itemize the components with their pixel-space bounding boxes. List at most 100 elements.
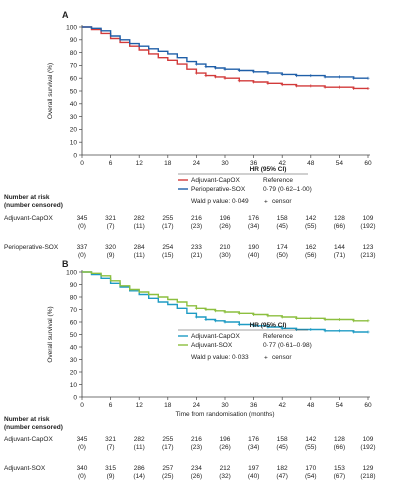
panel-b-risk-censored-cell: (0) bbox=[78, 444, 86, 451]
panel-b-series-2-censor-mark bbox=[237, 311, 241, 315]
panel-a-x-tick-label: 60 bbox=[364, 160, 372, 167]
panel-a-letter: A bbox=[62, 10, 69, 20]
panel-b-risk-at-risk-cell: 216 bbox=[191, 436, 202, 443]
panel-a-series-2-censor-mark bbox=[352, 76, 356, 80]
panel-b-risk-censored-cell: (55) bbox=[305, 444, 317, 451]
panel-a-risk-censored-cell: (192) bbox=[360, 223, 375, 230]
panel-a-series-1-censor-mark bbox=[252, 80, 256, 84]
panel-a-risk-censored-cell: (21) bbox=[191, 252, 203, 259]
panel-b-risk-censored-cell: (66) bbox=[334, 444, 346, 451]
panel-a-y-tick-label: 70 bbox=[70, 63, 78, 70]
panel-b-series-2-censor-mark bbox=[280, 315, 284, 319]
panel-a-y-tick-label: 90 bbox=[70, 37, 78, 44]
panel-b-y-tick-label: 20 bbox=[70, 369, 78, 376]
panel-a-risk-at-risk-cell: 233 bbox=[191, 244, 202, 251]
panel-a-risk-at-risk-cell: 142 bbox=[305, 215, 316, 222]
panel-a-risk-censored-cell: (45) bbox=[276, 223, 288, 230]
panel-b-x-tick-label: 18 bbox=[164, 402, 172, 409]
panel-a-series-2-censor-mark bbox=[194, 62, 198, 66]
panel-a-risk-censored-cell: (9) bbox=[107, 252, 115, 259]
panel-b-series-2-censor-mark bbox=[323, 318, 327, 321]
panel-a-series-2-censor-mark bbox=[366, 76, 370, 80]
panel-b-y-tick-label: 40 bbox=[70, 344, 78, 351]
panel-a-risk-at-risk-cell: 109 bbox=[363, 215, 374, 222]
panel-b-x-tick-label: 0 bbox=[80, 402, 84, 409]
panel-b-x-tick-label: 6 bbox=[109, 402, 113, 409]
panel-b-risk-at-risk-cell: 129 bbox=[363, 465, 374, 472]
panel-a-y-tick-label: 60 bbox=[70, 76, 78, 83]
panel-b-y-tick-label: 60 bbox=[70, 319, 78, 326]
panel-b-series-1-censor-mark bbox=[194, 315, 198, 319]
panel-b-risk-at-risk-cell: 255 bbox=[162, 436, 173, 443]
panel-a-series-1-censor-mark bbox=[366, 86, 370, 90]
panel-a-legend-wald: Wald p value: 0·049 bbox=[191, 198, 249, 205]
panel-a-series-1-censor-mark bbox=[213, 75, 217, 79]
panel-a-series-2-censor-mark bbox=[266, 71, 270, 75]
panel-b-x-tick-label: 24 bbox=[193, 402, 201, 409]
panel-a-series-2-censor-mark bbox=[237, 69, 241, 73]
panel-b-risk-at-risk-cell: 109 bbox=[363, 436, 374, 443]
panel-b-risk-at-risk-cell: 142 bbox=[305, 436, 316, 443]
panel-b-risk-censored-cell: (7) bbox=[107, 444, 115, 451]
panel-a-x-tick-label: 42 bbox=[279, 160, 287, 167]
panel-b-risk-censored-cell: (26) bbox=[191, 473, 203, 480]
panel-b-y-tick-label: 80 bbox=[70, 294, 78, 301]
panel-a-series-2-censor-mark bbox=[323, 75, 327, 79]
panel-a-series-1-censor-mark bbox=[280, 83, 284, 87]
panel-b-risk-at-risk-cell: 197 bbox=[248, 465, 259, 472]
panel-b-risk-at-risk-cell: 315 bbox=[105, 465, 116, 472]
panel-b-series-1-censor-mark bbox=[223, 320, 227, 324]
panel-b-series-1-censor-mark bbox=[366, 330, 370, 334]
panel-a-risk-at-risk-cell: 255 bbox=[162, 215, 173, 222]
panel-b-risk-at-risk-cell: 286 bbox=[134, 465, 145, 472]
panel-a-risk-censored-cell: (0) bbox=[78, 252, 86, 259]
panel-b-series-1-censor-mark bbox=[213, 319, 217, 323]
panel-b-risk-censored-cell: (192) bbox=[360, 444, 375, 451]
panel-a-x-tick-label: 30 bbox=[221, 160, 229, 167]
panel-b-risk-at-risk-cell: 212 bbox=[220, 465, 231, 472]
panel-a-risk-at-risk-cell: 284 bbox=[134, 244, 145, 251]
panel-a-risk-at-risk-cell: 158 bbox=[277, 215, 288, 222]
panel-a-series-1-censor-mark bbox=[223, 76, 227, 80]
panel-a-risk-at-risk-cell: 216 bbox=[191, 215, 202, 222]
panel-a-risk-at-risk-cell: 196 bbox=[220, 215, 231, 222]
panel-b-risk-censored-cell: (45) bbox=[276, 444, 288, 451]
panel-b-series-1-censor-mark bbox=[309, 328, 313, 331]
panel-b-y-tick-label: 30 bbox=[70, 357, 78, 364]
panel-a-series-2-censor-mark bbox=[295, 74, 298, 78]
panel-a-legend-hr-2: 0·79 (0·62–1·00) bbox=[263, 186, 312, 193]
panel-b-legend-hr-1: Reference bbox=[263, 333, 293, 340]
panel-a-y-tick-label: 10 bbox=[70, 140, 78, 147]
panel-b-risk-censored-cell: (11) bbox=[134, 444, 145, 451]
panel-b-risk-censored-cell: (0) bbox=[78, 473, 86, 480]
panel-a-risk-censored-cell: (213) bbox=[360, 252, 375, 259]
panel-b-risk-at-risk-cell: 196 bbox=[220, 436, 231, 443]
panel-b-risk-censored-cell: (40) bbox=[248, 473, 260, 480]
panel-a-risk-censored-cell: (15) bbox=[162, 252, 174, 259]
panel-b-x-tick-label: 36 bbox=[250, 402, 258, 409]
panel-a-risk-at-risk-cell: 144 bbox=[334, 244, 345, 251]
panel-b-legend-label-1: Adjuvant-CapOX bbox=[191, 333, 240, 340]
panel-b-risk-censored-cell: (54) bbox=[305, 473, 317, 480]
panel-b-y-tick-label: 100 bbox=[66, 269, 77, 276]
panel-a-risk-at-risk-cell: 254 bbox=[162, 244, 173, 251]
panel-a-risk-at-risk-cell: 345 bbox=[77, 215, 88, 222]
panel-b-letter: B bbox=[62, 259, 69, 269]
panel-b-series-1-censor-mark bbox=[352, 330, 356, 334]
panel-b-y-tick-label: 0 bbox=[73, 394, 77, 401]
panel-b-y-tick-label: 90 bbox=[70, 282, 78, 289]
panel-b-series-2-censor-mark bbox=[194, 306, 198, 310]
panel-b-risk-at-risk-cell: 158 bbox=[277, 436, 288, 443]
panel-b-risk-title: Number at risk bbox=[4, 416, 50, 423]
panel-b-series-2-censor-mark bbox=[213, 309, 217, 313]
panel-a-risk-row-label-2: Perioperative-SOX bbox=[4, 244, 59, 251]
panel-a-x-tick-label: 6 bbox=[109, 160, 113, 167]
panel-b-legend-censor-label: censor bbox=[272, 354, 292, 361]
panel-b-risk-censored-cell: (32) bbox=[219, 473, 231, 480]
panel-a-series-1-censor-mark bbox=[266, 81, 270, 85]
panel-a-series-1-censor-mark bbox=[295, 84, 298, 88]
panel-a-legend-label-1: Adjuvant-CapOX bbox=[191, 177, 240, 184]
panel-b-series-1-censor-mark bbox=[266, 325, 270, 329]
panel-a-risk-at-risk-cell: 174 bbox=[277, 244, 288, 251]
